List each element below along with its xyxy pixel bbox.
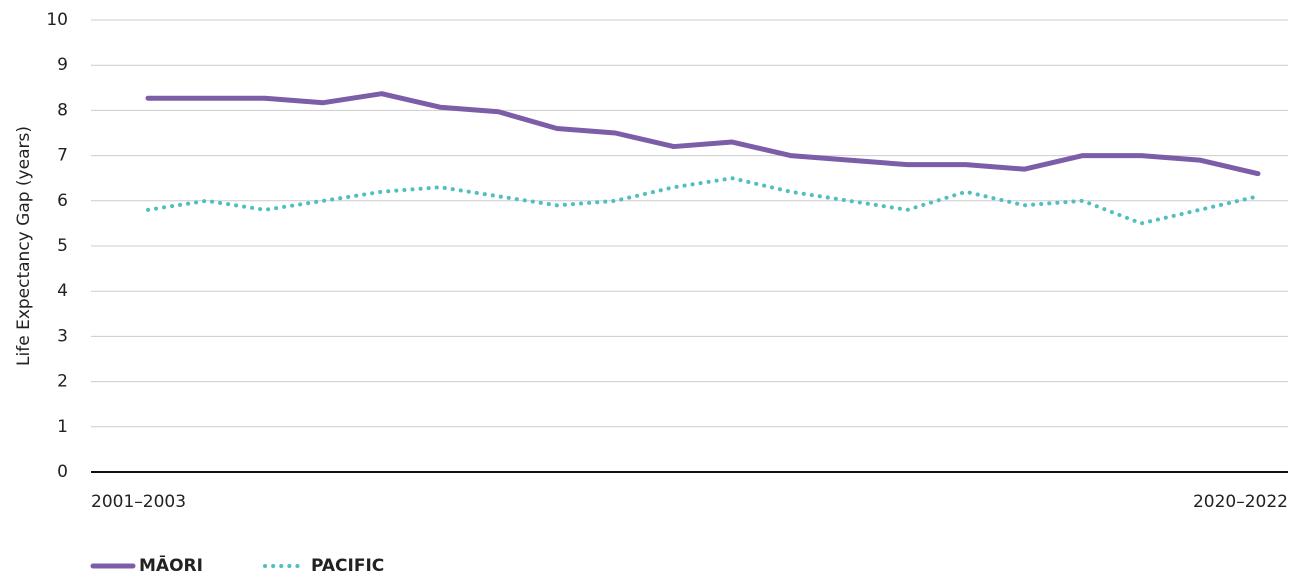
- y-tick-label: 2: [57, 372, 68, 392]
- legend-label: PACIFIC: [311, 556, 384, 576]
- x-tick-label: 2020–2022: [1193, 492, 1288, 512]
- y-tick-label: 6: [57, 191, 68, 211]
- y-tick-label: 1: [57, 417, 68, 437]
- y-tick-label: 0: [57, 462, 68, 482]
- y-tick-label: 10: [46, 10, 68, 30]
- legend-label: MĀORI: [139, 554, 203, 576]
- y-axis-label: Life Expectancy Gap (years): [14, 126, 34, 366]
- y-tick-label: 9: [57, 55, 68, 75]
- y-tick-label: 7: [57, 146, 68, 166]
- series-line: [146, 176, 1260, 226]
- y-tick-label: 4: [57, 281, 68, 301]
- y-tick-label: 3: [57, 326, 68, 346]
- series-line: [145, 91, 1261, 177]
- y-tick-label: 5: [57, 236, 68, 256]
- y-tick-label: 8: [57, 100, 68, 120]
- x-tick-label: 2001–2003: [91, 492, 186, 512]
